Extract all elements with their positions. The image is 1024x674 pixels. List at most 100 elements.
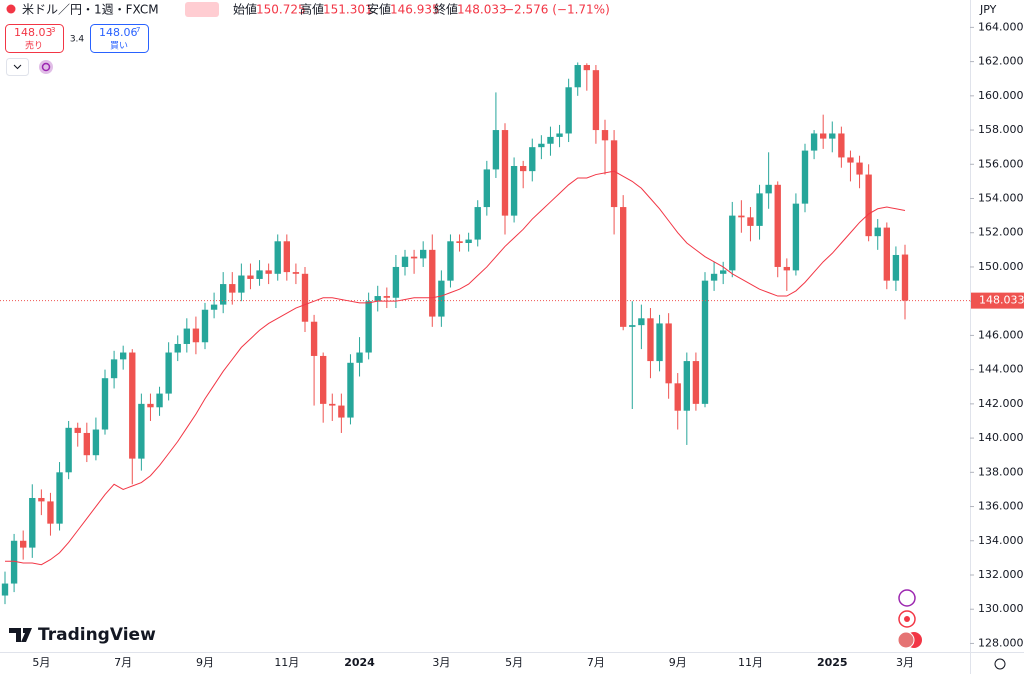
x-tick-label: 3月 (432, 656, 450, 669)
x-tick-label: 5月 (505, 656, 523, 669)
candle-body (656, 323, 663, 362)
y-tick-label: 160.000 (978, 89, 1024, 102)
buy-sup: 7 (136, 26, 140, 34)
candle-body (401, 256, 409, 267)
settings-icon[interactable] (994, 658, 1006, 670)
candle-body (429, 249, 436, 317)
candle-body (529, 147, 536, 172)
sell-button[interactable] (5, 24, 64, 53)
y-tick-label: 138.000 (978, 465, 1024, 478)
candle-body (174, 343, 181, 353)
candle-body (220, 284, 227, 305)
buy-button[interactable] (90, 24, 149, 53)
candle-body (120, 352, 127, 360)
candle-body (747, 217, 754, 226)
sync-glyph (41, 62, 51, 72)
candle-body (520, 165, 527, 172)
y-tick-label: 156.000 (978, 157, 1024, 170)
candle-body (647, 318, 654, 362)
x-tick-label: 2024 (344, 656, 375, 669)
candle-body (865, 174, 872, 237)
x-tick-label: 5月 (32, 656, 50, 669)
y-tick-label: 146.000 (978, 328, 1024, 341)
plot (1, 62, 909, 605)
ohlc-value: 146.935 (390, 3, 440, 17)
flag-icon (6, 4, 16, 14)
candle-body (283, 241, 290, 273)
candle-body (847, 157, 854, 163)
candle-body (547, 136, 554, 144)
candle-body (320, 355, 327, 404)
candle-body (383, 296, 390, 298)
y-tick-label: 144.000 (978, 363, 1024, 376)
candle-body (665, 323, 672, 384)
candle-body (756, 193, 763, 226)
buy-price: 148.06 (99, 26, 138, 39)
candle-body (10, 540, 18, 584)
x-tick-label: 2025 (817, 656, 848, 669)
candle-body (538, 143, 545, 148)
candle-body (29, 497, 36, 548)
candle-body (374, 296, 381, 302)
ohlc-label: 安値 (367, 2, 391, 17)
candle-body (674, 383, 681, 411)
collapse-button[interactable] (6, 58, 29, 76)
badge[interactable] (185, 2, 219, 17)
ohlc-label: 始値 (233, 2, 257, 17)
candle-body (20, 540, 27, 548)
candle-body (438, 280, 445, 317)
change: −2.576 (−1.71%) (504, 3, 610, 17)
event-icon[interactable] (897, 631, 915, 649)
x-tick-label: 11月 (274, 656, 299, 669)
candle-body (820, 133, 827, 139)
x-tick-label: 11月 (738, 656, 763, 669)
candle-body (474, 207, 481, 240)
y-tick-label: 136.000 (978, 500, 1024, 513)
candle-body (292, 272, 300, 274)
y-tick-label: 152.000 (978, 226, 1024, 239)
candle-body (738, 215, 745, 218)
y-tick-label: 164.000 (978, 20, 1024, 33)
ohlc-label: 終値 (434, 2, 458, 17)
y-tick-label: 134.000 (978, 534, 1024, 547)
candle-body (392, 266, 400, 298)
candle-body (883, 227, 890, 281)
moving-average (5, 170, 906, 566)
chevron (13, 64, 22, 70)
x-tick-label: 7月 (587, 656, 605, 669)
candle-body (265, 270, 272, 274)
candle-body (74, 427, 81, 433)
sell-label: 売り (25, 40, 43, 52)
candle-body (165, 352, 172, 394)
sell-sup: 3 (51, 26, 55, 34)
candle-body (492, 130, 500, 170)
buy-label: 買い (110, 41, 128, 52)
candle-body (247, 275, 254, 279)
candle-body (456, 241, 463, 244)
candle-body (592, 70, 600, 131)
candle-body (38, 497, 45, 502)
candle-body (792, 203, 800, 271)
candle-body (783, 266, 790, 271)
ohlc-value: 151.301 (323, 3, 373, 17)
candle-body (765, 184, 772, 194)
y-tick-label: 128.000 (978, 636, 1024, 649)
candle-body (256, 270, 263, 279)
last-price-tag (971, 292, 1024, 309)
candle-body (338, 405, 345, 418)
candle-body (210, 304, 218, 310)
candle-body (329, 403, 336, 406)
candle-body (856, 162, 863, 175)
currency[interactable]: JPY (979, 3, 997, 16)
sell-price: 148.03 (14, 26, 53, 39)
event-icon[interactable] (898, 589, 916, 607)
symbol[interactable]: 米ドル／円・1週・FXCM (22, 3, 159, 17)
candle-body (47, 501, 54, 524)
candle-body (692, 361, 700, 404)
sync-icon[interactable] (39, 60, 53, 74)
y-tick-label: 132.000 (978, 568, 1024, 581)
candle-body (810, 133, 818, 151)
logo-mark (9, 628, 32, 642)
